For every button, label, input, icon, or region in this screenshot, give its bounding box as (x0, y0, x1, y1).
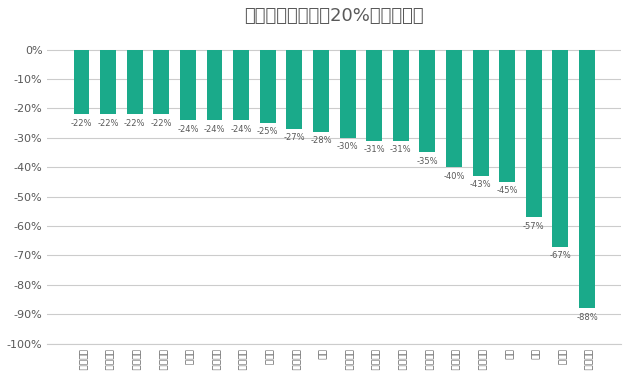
Text: -88%: -88% (576, 313, 598, 322)
Bar (127, 49, 143, 114)
Bar (340, 49, 355, 138)
Bar (73, 49, 89, 114)
Text: -40%: -40% (443, 172, 465, 181)
Bar (526, 49, 542, 217)
Bar (313, 49, 329, 132)
Text: -43%: -43% (470, 181, 491, 189)
Bar (100, 49, 116, 114)
Bar (260, 49, 276, 123)
Text: -45%: -45% (496, 186, 518, 195)
Text: -24%: -24% (203, 124, 225, 133)
Bar (366, 49, 382, 141)
Text: -22%: -22% (97, 119, 119, 128)
Text: -35%: -35% (416, 157, 438, 166)
Bar (499, 49, 515, 182)
Bar (473, 49, 489, 176)
Text: -67%: -67% (550, 251, 571, 260)
Text: -22%: -22% (151, 119, 172, 128)
Bar (286, 49, 302, 129)
Text: -31%: -31% (364, 145, 385, 154)
Text: -57%: -57% (523, 222, 544, 231)
Text: -30%: -30% (337, 142, 359, 151)
Bar (233, 49, 249, 120)
Text: -25%: -25% (257, 127, 278, 136)
Bar (420, 49, 435, 152)
Bar (180, 49, 196, 120)
Bar (446, 49, 462, 167)
Bar (392, 49, 409, 141)
Text: -31%: -31% (390, 145, 411, 154)
Text: -22%: -22% (124, 119, 146, 128)
Bar (553, 49, 568, 247)
Bar (579, 49, 595, 308)
Text: -27%: -27% (283, 133, 305, 143)
Title: 上半年营收跌幅超20%的游戏公司: 上半年营收跌幅超20%的游戏公司 (244, 7, 424, 25)
Bar (207, 49, 222, 120)
Text: -24%: -24% (230, 124, 252, 133)
Text: -28%: -28% (310, 136, 332, 145)
Text: -22%: -22% (71, 119, 92, 128)
Text: -24%: -24% (177, 124, 198, 133)
Bar (153, 49, 170, 114)
